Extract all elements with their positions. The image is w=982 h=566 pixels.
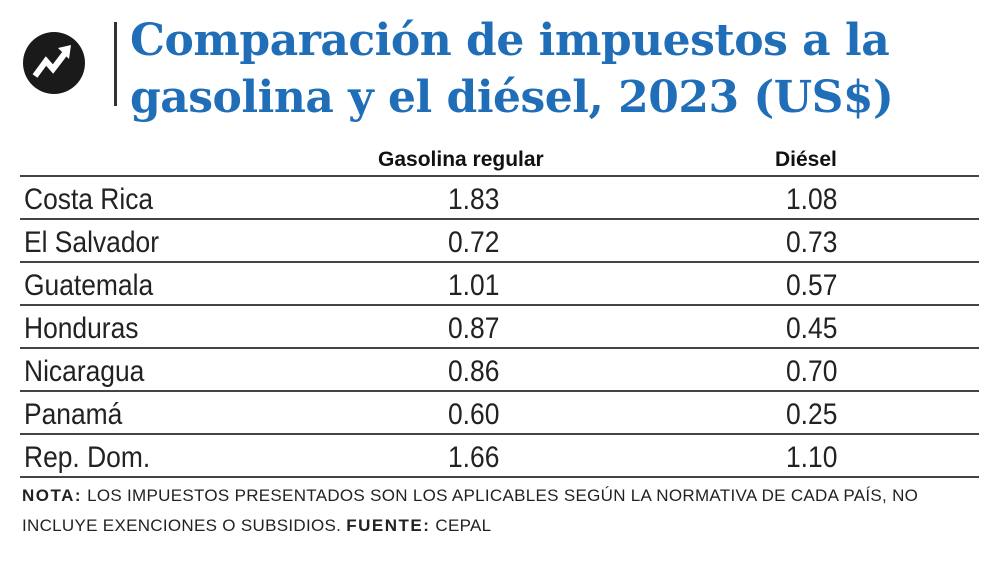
source-label: FUENTE: xyxy=(346,516,431,535)
table-row: Honduras 0.87 0.45 xyxy=(20,304,979,347)
gasolina-value: 1.83 xyxy=(448,183,500,216)
country-cell: Rep. Dom. xyxy=(24,441,151,474)
country-cell: Nicaragua xyxy=(24,355,145,388)
diesel-value: 1.10 xyxy=(786,441,838,474)
table-row: Guatemala 1.01 0.57 xyxy=(20,261,979,304)
table-row: El Salvador 0.72 0.73 xyxy=(20,218,979,261)
country-cell: El Salvador xyxy=(24,226,160,259)
column-header-diesel: Diésel xyxy=(775,148,837,171)
table-row: Panamá 0.60 0.25 xyxy=(20,390,979,433)
diesel-value: 0.45 xyxy=(786,312,838,345)
note-text: LOS IMPUESTOS PRESENTADOS SON LOS APLICA… xyxy=(22,486,919,535)
note-label: NOTA: xyxy=(22,486,83,505)
country-cell: Panamá xyxy=(24,398,123,431)
diesel-value: 0.73 xyxy=(786,226,838,259)
diesel-value: 1.08 xyxy=(786,183,838,216)
tax-table: Costa Rica 1.83 1.08 El Salvador 0.72 0.73 Gua… xyxy=(20,175,979,478)
gasolina-value: 1.66 xyxy=(448,441,500,474)
source-text: CEPAL xyxy=(430,516,492,535)
diesel-value: 0.57 xyxy=(786,269,838,302)
gasolina-value: 0.72 xyxy=(448,226,500,259)
diesel-value: 0.70 xyxy=(786,355,838,388)
table-row: Costa Rica 1.83 1.08 xyxy=(20,175,979,218)
column-header-gasolina: Gasolina regular xyxy=(378,148,544,171)
gasolina-value: 0.60 xyxy=(448,398,500,431)
country-cell: Honduras xyxy=(24,312,139,345)
chart-title: Comparación de impuestos a la gasolina y… xyxy=(130,15,894,123)
footnote: NOTA: LOS IMPUESTOS PRESENTADOS SON LOS … xyxy=(22,481,972,541)
table-row: Rep. Dom. 1.66 1.10 xyxy=(20,433,979,478)
gasolina-value: 0.87 xyxy=(448,312,500,345)
gasolina-value: 1.01 xyxy=(448,269,500,302)
country-cell: Costa Rica xyxy=(24,183,154,216)
country-cell: Guatemala xyxy=(24,269,154,302)
title-divider xyxy=(114,22,117,106)
table-row: Nicaragua 0.86 0.70 xyxy=(20,347,979,390)
trend-arrow-icon xyxy=(23,32,85,94)
diesel-value: 0.25 xyxy=(786,398,838,431)
gasolina-value: 0.86 xyxy=(448,355,500,388)
